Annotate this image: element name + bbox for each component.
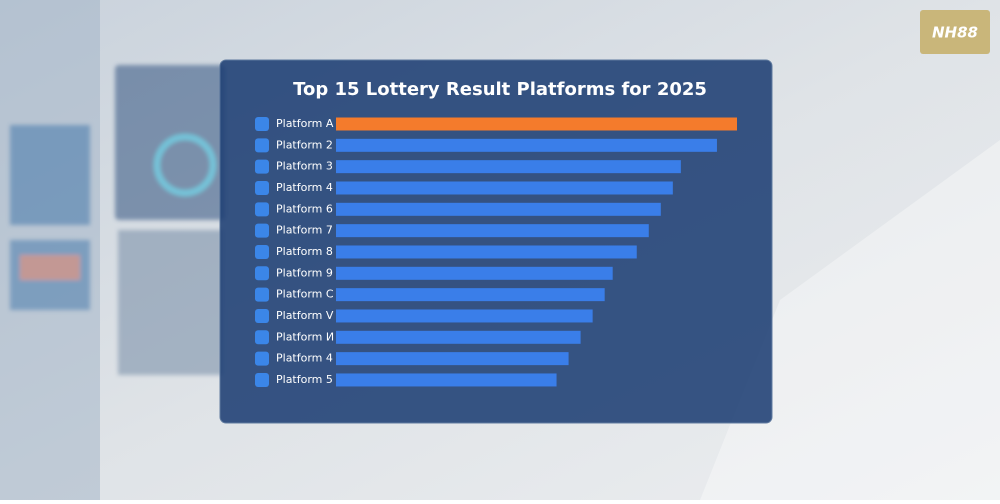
category-label: Platform 3 xyxy=(276,160,333,173)
bar xyxy=(336,202,661,216)
bar xyxy=(336,288,605,302)
category-label: Platform 2 xyxy=(276,138,333,151)
bar-rows: Platform A Platform 2 Platform 3 Platform 4… xyxy=(255,117,737,387)
bar xyxy=(336,373,557,387)
logo: NH88 xyxy=(932,24,978,42)
category-label: Platform A xyxy=(276,117,334,130)
platform-icon xyxy=(255,202,269,217)
logo-box xyxy=(920,10,990,54)
category-label: Platform 9 xyxy=(276,266,333,279)
bar xyxy=(336,330,581,344)
platform-icon xyxy=(255,372,269,387)
category-label: Platform 7 xyxy=(276,224,333,237)
platform-icon xyxy=(255,351,269,366)
category-label: Platform 6 xyxy=(276,202,333,215)
light-reflection xyxy=(700,140,1000,500)
platform-icon xyxy=(255,180,269,195)
bar xyxy=(336,138,717,152)
blurred-dashboard xyxy=(10,65,225,375)
category-label: Platform 4 xyxy=(276,352,333,365)
bar xyxy=(336,181,673,195)
bar xyxy=(336,117,737,131)
bar xyxy=(336,352,569,366)
category-label: Platform И xyxy=(276,330,334,343)
platform-icon xyxy=(255,117,269,131)
platform-icon xyxy=(255,287,269,302)
category-label: Platform 8 xyxy=(276,245,333,258)
category-label: Platform V xyxy=(276,309,334,322)
bar xyxy=(336,309,593,323)
chart-title: Top 15 Lottery Result Platforms for 2025 xyxy=(293,79,707,100)
platform-icon xyxy=(255,159,269,174)
platform-icon xyxy=(255,330,269,345)
category-label: Platform 4 xyxy=(276,181,333,194)
bar xyxy=(336,245,637,259)
platform-icon xyxy=(255,308,269,323)
bar xyxy=(336,160,681,174)
chart-panel xyxy=(219,59,773,424)
bar xyxy=(336,224,649,238)
platform-icon xyxy=(255,266,269,281)
category-label: Platform C xyxy=(276,288,334,301)
category-label: Platform 5 xyxy=(276,373,333,386)
platform-icon xyxy=(255,138,269,153)
platform-icon xyxy=(255,223,269,238)
bar xyxy=(336,266,613,280)
platform-icon xyxy=(255,244,269,259)
